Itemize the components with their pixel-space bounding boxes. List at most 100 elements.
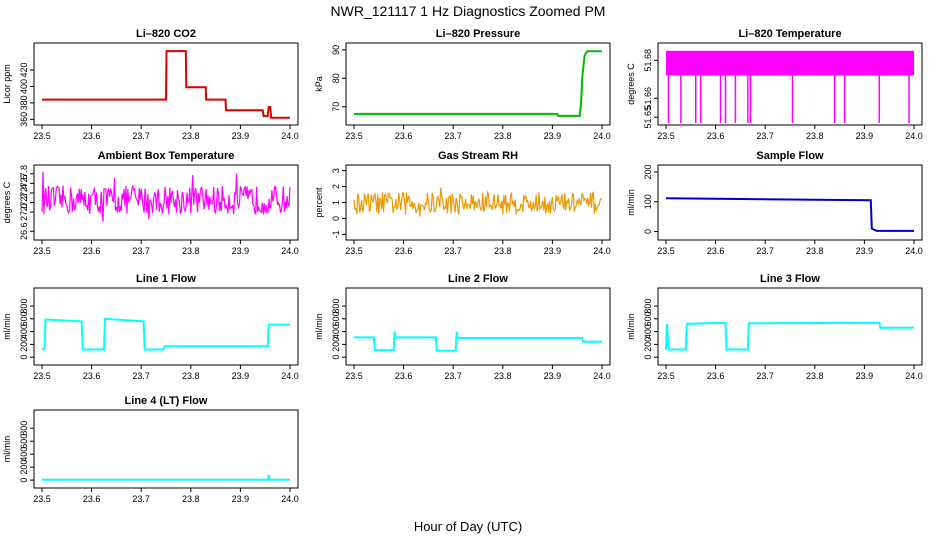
y-tick-label: 200 bbox=[331, 337, 341, 352]
x-tick-label: 23.9 bbox=[856, 131, 874, 141]
plot-frame bbox=[345, 42, 611, 126]
series-line bbox=[41, 171, 291, 222]
x-tick-label: 23.8 bbox=[806, 371, 824, 381]
plot-area bbox=[354, 331, 602, 352]
y-tick-label: 51.68 bbox=[643, 49, 653, 72]
x-tick-label: 23.5 bbox=[33, 371, 51, 381]
y-tick-label: 800 bbox=[19, 421, 29, 436]
panel-title: Line 3 Flow bbox=[760, 273, 820, 285]
x-tick-label: 23.6 bbox=[83, 246, 101, 256]
x-tick-label: 23.9 bbox=[544, 371, 562, 381]
y-axis-label: percent bbox=[314, 187, 324, 218]
y-axis-label: ml/min bbox=[2, 313, 12, 340]
x-tick-label: 24.0 bbox=[281, 246, 299, 256]
x-tick-label: 23.6 bbox=[707, 371, 725, 381]
y-tick-label: 400 bbox=[643, 324, 653, 339]
y-tick-label: 51.66 bbox=[643, 87, 653, 110]
y-axis-label: ml/min bbox=[314, 313, 324, 340]
panel-title: Gas Stream RH bbox=[438, 150, 518, 162]
y-tick-label: 400 bbox=[331, 324, 341, 339]
y-axis-label: degrees C bbox=[2, 181, 12, 223]
y-tick-label: 800 bbox=[331, 299, 341, 314]
panel-10: Line 4 (LT) Flow ml/min 23.5 23.6 23.7 23.8 23… bbox=[2, 395, 299, 504]
y-tick-label: 380 bbox=[19, 95, 29, 110]
y-tick-label: 200 bbox=[643, 337, 653, 352]
x-tick-label: 23.5 bbox=[345, 131, 363, 141]
x-tick-label: 23.5 bbox=[33, 246, 51, 256]
x-tick-label: 23.8 bbox=[182, 494, 200, 504]
x-tick-label: 23.7 bbox=[132, 131, 150, 141]
panel-8: Line 2 Flow ml/min 23.5 23.6 23.7 23.8 23.9 24.… bbox=[314, 273, 611, 381]
x-tick-label: 23.7 bbox=[756, 131, 774, 141]
series-line bbox=[665, 321, 914, 351]
y-axis-label: ml/min bbox=[2, 436, 12, 463]
y-tick-label: 2 bbox=[331, 184, 341, 189]
panel-title: Line 1 Flow bbox=[136, 273, 196, 285]
plot-area bbox=[42, 317, 290, 351]
series-line bbox=[353, 187, 603, 217]
x-tick-label: 23.9 bbox=[544, 131, 562, 141]
x-tick-label: 23.7 bbox=[444, 246, 462, 256]
y-tick-label: 1 bbox=[331, 200, 341, 205]
x-tick-label: 23.8 bbox=[806, 131, 824, 141]
x-tick-label: 24.0 bbox=[281, 494, 299, 504]
x-tick-label: 23.5 bbox=[657, 246, 675, 256]
y-tick-label: 100 bbox=[643, 194, 653, 209]
y-tick-label: 200 bbox=[643, 164, 653, 179]
y-axis-label: degrees C bbox=[626, 63, 636, 105]
x-tick-label: 23.5 bbox=[345, 371, 363, 381]
panel-1: Li–820 CO2 Licor ppm 23.5 23.6 23.7 23.8 23.9 2… bbox=[2, 28, 299, 141]
x-tick-label: 24.0 bbox=[593, 371, 611, 381]
x-tick-label: 23.9 bbox=[232, 246, 250, 256]
y-tick-label: 200 bbox=[19, 460, 29, 475]
series-line bbox=[665, 197, 914, 232]
series-line bbox=[42, 474, 290, 481]
plot-frame bbox=[345, 287, 611, 366]
series-line bbox=[42, 50, 290, 119]
plot-frame bbox=[33, 409, 299, 489]
x-tick-label: 23.6 bbox=[395, 246, 413, 256]
x-tick-label: 23.5 bbox=[657, 371, 675, 381]
series-line bbox=[354, 50, 602, 117]
x-tick-label: 23.9 bbox=[232, 131, 250, 141]
plot-area bbox=[665, 321, 914, 351]
y-axis-label: ml/min bbox=[626, 189, 636, 216]
figure-title: NWR_121117 1 Hz Diagnostics Zoomed PM bbox=[331, 3, 606, 19]
y-axis-label: Licor ppm bbox=[2, 64, 12, 104]
y-tick-label: 600 bbox=[331, 311, 341, 326]
x-tick-label: 23.8 bbox=[182, 246, 200, 256]
y-axis-label: kPa bbox=[314, 76, 324, 92]
panel-title: Line 4 (LT) Flow bbox=[125, 395, 208, 407]
y-tick-label: 400 bbox=[19, 324, 29, 339]
panel-title: Ambient Box Temperature bbox=[98, 150, 235, 162]
plot-frame bbox=[657, 287, 923, 366]
y-tick-label: 600 bbox=[19, 311, 29, 326]
panel-5: Gas Stream RH percent 23.5 23.6 23.7 23.8 23.9… bbox=[314, 150, 611, 256]
y-tick-label: 200 bbox=[19, 337, 29, 352]
plot-area bbox=[666, 45, 914, 123]
x-tick-label: 23.9 bbox=[856, 371, 874, 381]
x-tick-label: 23.6 bbox=[83, 131, 101, 141]
series-band bbox=[666, 50, 914, 76]
plot-frame bbox=[657, 42, 923, 126]
x-tick-label: 23.6 bbox=[707, 246, 725, 256]
x-tick-label: 24.0 bbox=[593, 131, 611, 141]
chart-panels: Li–820 CO2 Licor ppm 23.5 23.6 23.7 23.8 23.9 2… bbox=[2, 28, 923, 504]
series-line bbox=[42, 317, 290, 351]
figure-x-axis-label: Hour of Day (UTC) bbox=[414, 519, 522, 534]
plot-area bbox=[42, 50, 290, 119]
x-tick-label: 23.6 bbox=[395, 131, 413, 141]
y-tick-label: 800 bbox=[643, 299, 653, 314]
x-tick-label: 23.7 bbox=[132, 371, 150, 381]
panel-4: Ambient Box Temperature degrees C 23.5 23.6… bbox=[2, 150, 299, 256]
x-tick-label: 24.0 bbox=[281, 371, 299, 381]
plot-frame bbox=[657, 164, 923, 241]
panel-title: Sample Flow bbox=[756, 150, 824, 162]
y-tick-label: 27.0 bbox=[19, 203, 29, 221]
x-tick-label: 23.9 bbox=[232, 371, 250, 381]
panel-title: Li–820 CO2 bbox=[136, 28, 196, 40]
x-tick-label: 24.0 bbox=[905, 371, 923, 381]
plot-area bbox=[41, 171, 291, 222]
plot-frame bbox=[33, 287, 299, 366]
x-tick-label: 23.5 bbox=[33, 494, 51, 504]
